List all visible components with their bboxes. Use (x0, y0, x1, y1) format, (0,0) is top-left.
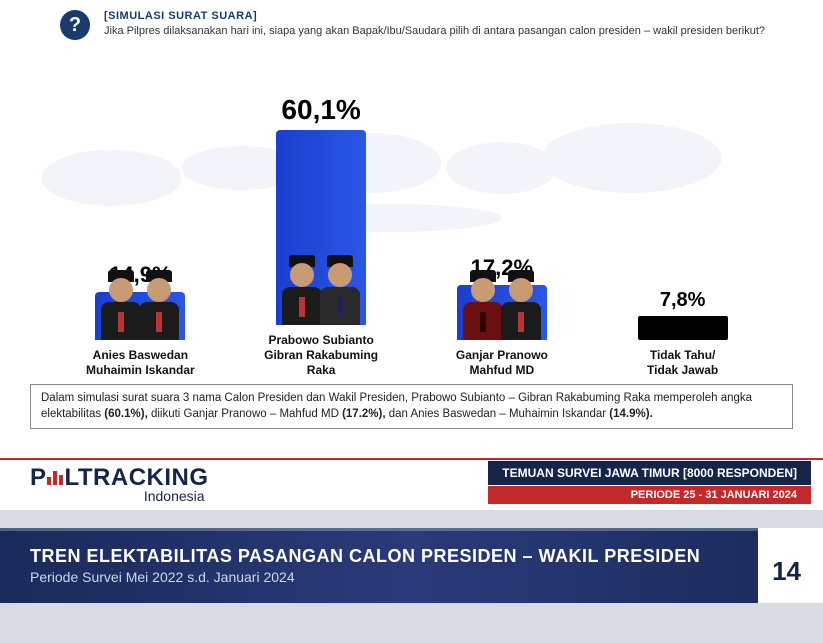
summary-text: dan Anies Baswedan – Muhaimin Iskandar (386, 408, 610, 420)
second-slide-header: TREN ELEKTABILITAS PASANGAN CALON PRESID… (0, 528, 823, 603)
bar-chart: 14,9% Anies Baswedan Muhaimin Iskandar 6… (30, 48, 793, 378)
footer-right-labels: TEMUAN SURVEI JAWA TIMUR [8000 RESPONDEN… (488, 461, 811, 504)
question-title: [SIMULASI SURAT SUARA] (104, 10, 765, 22)
name-line: Anies Baswedan (86, 348, 195, 363)
summary-bold: (17.2%), (342, 408, 385, 420)
candidate-names: Anies Baswedan Muhaimin Iskandar (86, 348, 195, 378)
bar-photo-group (457, 285, 547, 340)
name-line: Prabowo Subianto (264, 333, 378, 348)
summary-text: diikuti Ganjar Pranowo – Mahfud MD (148, 408, 342, 420)
percent-label: 7,8% (660, 289, 706, 312)
name-line: Tidak Jawab (647, 363, 718, 378)
name-line: Gibran Rakabuming (264, 348, 378, 363)
candidate-column-1: 14,9% Anies Baswedan Muhaimin Iskandar (60, 262, 220, 378)
candidate-names: Prabowo Subianto Gibran Rakabuming Raka (264, 333, 378, 378)
footer-survey-label: TEMUAN SURVEI JAWA TIMUR [8000 RESPONDEN… (488, 461, 811, 485)
question-mark-icon: ? (60, 10, 90, 40)
bars-container: 14,9% Anies Baswedan Muhaimin Iskandar 6… (30, 48, 793, 378)
candidate-column-4: 7,8% Tidak Tahu/ Tidak Jawab (603, 289, 763, 378)
summary-bold: (14.9%). (609, 408, 652, 420)
name-line: Mahfud MD (456, 363, 548, 378)
person-silhouette (317, 253, 363, 325)
logo-bars-icon (47, 471, 63, 485)
percent-label: 60,1% (281, 94, 360, 126)
logo-letter: P (30, 464, 47, 492)
candidate-column-2: 60,1% Prabowo Subianto Gibran Rakabuming… (241, 94, 401, 378)
banner-title: TREN ELEKTABILITAS PASANGAN CALON PRESID… (30, 546, 700, 567)
candidate-photos (98, 268, 182, 340)
name-line: Muhaimin Iskandar (86, 363, 195, 378)
person-silhouette (136, 268, 182, 340)
summary-bold: (60.1%), (104, 408, 147, 420)
name-line: Ganjar Pranowo (456, 348, 548, 363)
candidate-photos (279, 253, 363, 325)
trend-banner: TREN ELEKTABILITAS PASANGAN CALON PRESID… (0, 528, 823, 603)
banner-text: TREN ELEKTABILITAS PASANGAN CALON PRESID… (30, 546, 700, 585)
poltracking-logo: P LTRACKING Indonesia (0, 460, 209, 510)
bar-photo-group (276, 130, 366, 325)
candidate-names: Ganjar Pranowo Mahfud MD (456, 348, 548, 378)
candidate-photos (460, 268, 544, 340)
candidate-names: Tidak Tahu/ Tidak Jawab (647, 348, 718, 378)
banner-subtitle: Periode Survei Mei 2022 s.d. Januari 202… (30, 569, 700, 585)
name-line: Raka (264, 363, 378, 378)
candidate-column-3: 17,2% Ganjar Pranowo Mahfud MD (422, 255, 582, 378)
footer-period-label: PERIODE 25 - 31 JANUARI 2024 (488, 486, 811, 504)
person-silhouette (498, 268, 544, 340)
summary-box: Dalam simulasi surat suara 3 nama Calon … (30, 384, 793, 429)
name-line: Tidak Tahu/ (647, 348, 718, 363)
question-subtitle: Jika Pilpres dilaksanakan hari ini, siap… (104, 24, 765, 38)
question-text-block: [SIMULASI SURAT SUARA] Jika Pilpres dila… (104, 10, 765, 38)
footer-row: P LTRACKING Indonesia TEMUAN SURVEI JAWA… (0, 460, 823, 510)
survey-slide: ? [SIMULASI SURAT SUARA] Jika Pilpres di… (0, 0, 823, 510)
unknown-bar (638, 316, 728, 340)
bar-photo-group (95, 292, 185, 340)
slide-footer: P LTRACKING Indonesia TEMUAN SURVEI JAWA… (0, 458, 823, 510)
question-header: ? [SIMULASI SURAT SUARA] Jika Pilpres di… (0, 0, 823, 40)
page-number: 14 (772, 556, 801, 587)
